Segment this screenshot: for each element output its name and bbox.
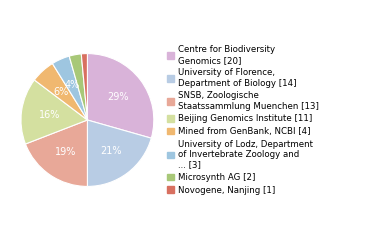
Legend: Centre for Biodiversity
Genomics [20], University of Florence,
Department of Bio: Centre for Biodiversity Genomics [20], U… [167, 45, 318, 195]
Text: 6%: 6% [54, 87, 69, 96]
Wedge shape [52, 56, 87, 120]
Wedge shape [25, 120, 87, 186]
Wedge shape [81, 54, 87, 120]
Wedge shape [21, 80, 87, 144]
Wedge shape [87, 54, 154, 138]
Wedge shape [87, 120, 151, 186]
Text: 16%: 16% [38, 110, 60, 120]
Text: 21%: 21% [100, 146, 121, 156]
Text: 29%: 29% [108, 92, 129, 102]
Text: 4%: 4% [64, 80, 79, 90]
Text: 19%: 19% [55, 147, 76, 157]
Wedge shape [69, 54, 87, 120]
Wedge shape [35, 64, 87, 120]
